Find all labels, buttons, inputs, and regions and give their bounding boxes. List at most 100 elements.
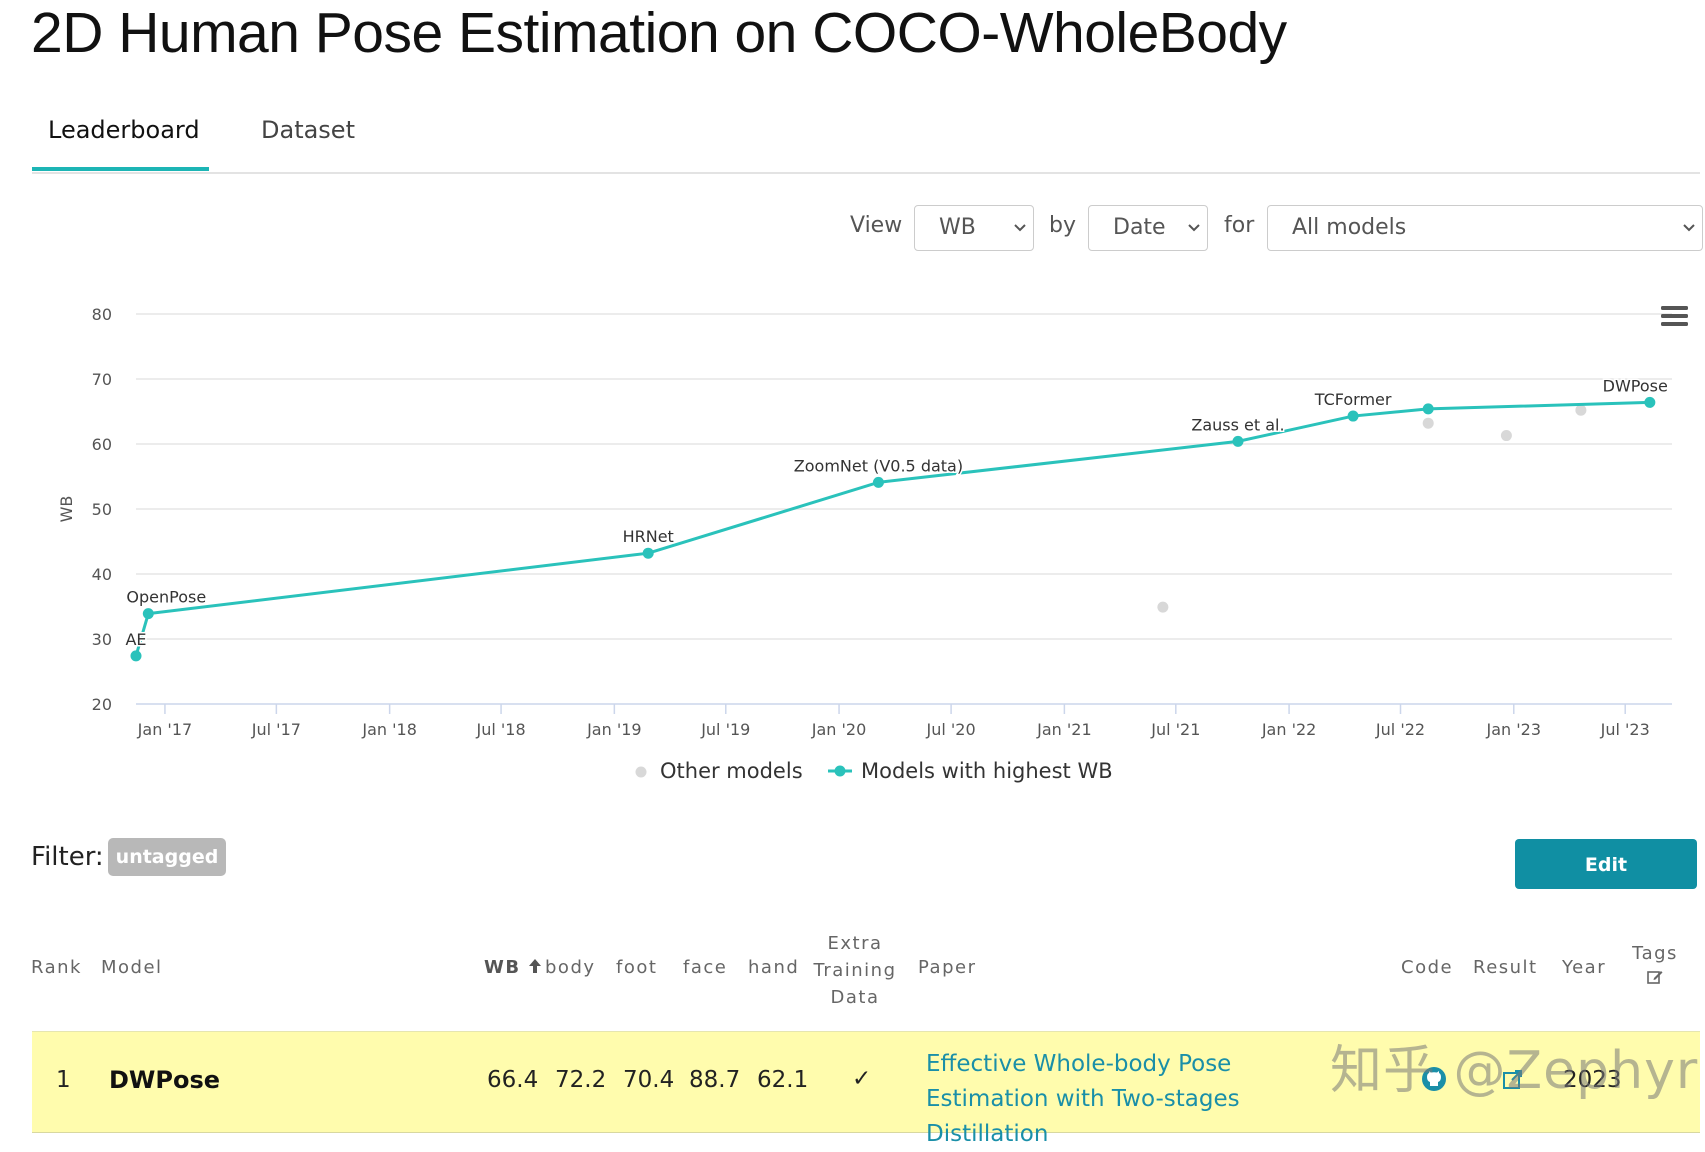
- row-year: 2023: [1563, 1067, 1622, 1093]
- row-face: 88.7: [689, 1067, 741, 1093]
- x-tick-label: Jan '19: [586, 720, 642, 739]
- point-label: ZoomNet (V0.5 data): [794, 456, 963, 475]
- best-model-point: [642, 547, 654, 559]
- for-select[interactable]: All models: [1267, 205, 1703, 251]
- row-body: 72.2: [555, 1067, 607, 1093]
- tab-bar: Leaderboard Dataset: [32, 108, 1700, 174]
- best-model-point: [142, 608, 154, 620]
- row-model[interactable]: DWPose: [109, 1066, 221, 1094]
- x-tick-label: Jul '23: [1600, 720, 1650, 739]
- x-tick-label: Jul '20: [926, 720, 976, 739]
- x-tick-label: Jan '18: [361, 720, 417, 739]
- for-select-value: All models: [1292, 215, 1407, 240]
- tab-leaderboard[interactable]: Leaderboard: [48, 116, 200, 144]
- th-model[interactable]: Model: [101, 957, 163, 978]
- edit-leaderboard-button[interactable]: Edit Leaderboard: [1515, 839, 1697, 926]
- point-label: AE: [125, 630, 146, 649]
- watermark: 知乎 @Zephyr: [1330, 1041, 1699, 1101]
- th-foot[interactable]: foot: [616, 957, 658, 978]
- th-wb-label: WB: [484, 957, 521, 978]
- th-tags: Tags: [1630, 943, 1680, 991]
- active-tab-indicator: [32, 167, 209, 171]
- other-model-point: [1157, 601, 1169, 613]
- th-extra-line3: Data: [830, 987, 880, 1008]
- view-select[interactable]: WB: [914, 205, 1034, 251]
- th-body[interactable]: body: [545, 957, 596, 978]
- other-model-point: [1500, 430, 1512, 442]
- page-title: 2D Human Pose Estimation on COCO-WholeBo…: [31, 1, 1287, 65]
- th-face[interactable]: face: [683, 957, 728, 978]
- by-select-value: Date: [1113, 215, 1166, 240]
- github-icon[interactable]: [1421, 1066, 1447, 1092]
- y-tick-label: 30: [92, 630, 112, 649]
- best-model-point: [1347, 410, 1359, 422]
- y-tick-label: 20: [92, 695, 112, 714]
- for-label: for: [1224, 213, 1255, 238]
- sota-chart: 20 30 40 50 60 70 80 WB Jan '17 Jul '17 Jan '18 Jul…: [57, 305, 1688, 783]
- point-label: TCFormer: [1314, 390, 1392, 409]
- y-tick-label: 50: [92, 500, 112, 519]
- filter-tag-untagged[interactable]: untagged: [108, 838, 226, 876]
- row-foot: 70.4: [623, 1067, 675, 1093]
- x-tick-label: Jul '18: [475, 720, 525, 739]
- chevron-down-icon: [1188, 224, 1200, 232]
- row-rank: 1: [56, 1067, 71, 1093]
- best-model-point: [130, 650, 142, 662]
- x-tick-label: Jan '17: [137, 720, 193, 739]
- point-label: OpenPose: [126, 588, 206, 607]
- y-tick-label: 70: [92, 370, 112, 389]
- other-model-point: [1422, 417, 1434, 429]
- result-link-icon[interactable]: [1501, 1067, 1525, 1091]
- th-extra-line1: Extra: [827, 933, 883, 954]
- th-rank: Rank: [31, 957, 82, 978]
- th-wb[interactable]: WB: [484, 957, 542, 978]
- by-select[interactable]: Date: [1088, 205, 1208, 251]
- point-label: Zauss et al.: [1191, 415, 1284, 434]
- best-model-point: [1422, 403, 1434, 415]
- chevron-down-icon: [1683, 224, 1695, 232]
- tab-dataset[interactable]: Dataset: [261, 116, 355, 144]
- row-extra-data-check: ✓: [852, 1066, 872, 1092]
- x-tick-label: Jul '21: [1150, 720, 1200, 739]
- other-model-point: [1575, 404, 1587, 416]
- x-tick-label: Jan '23: [1486, 720, 1542, 739]
- y-axis-title: WB: [57, 496, 76, 523]
- th-hand[interactable]: hand: [748, 957, 800, 978]
- th-extra-training-data: Extra Training Data: [810, 930, 900, 1011]
- th-tags-label: Tags: [1632, 943, 1678, 964]
- filter-label: Filter:: [31, 842, 104, 872]
- x-tick-label: Jan '20: [811, 720, 867, 739]
- point-label: DWPose: [1603, 376, 1668, 395]
- th-year[interactable]: Year: [1562, 957, 1607, 978]
- legend-other-label: Other models: [660, 759, 803, 783]
- row-hand: 62.1: [757, 1067, 809, 1093]
- edit-tags-icon[interactable]: [1646, 968, 1664, 986]
- chevron-down-icon: [1014, 224, 1026, 232]
- x-tick-label: Jul '22: [1375, 720, 1425, 739]
- row-paper-link[interactable]: Effective Whole-body Pose Estimation wit…: [926, 1051, 1240, 1147]
- legend-best-marker: [834, 765, 846, 777]
- th-paper: Paper: [918, 957, 977, 978]
- sort-arrow-up-icon: [529, 959, 542, 973]
- point-label: HRNet: [623, 527, 674, 546]
- th-extra-line2: Training: [813, 960, 897, 981]
- x-tick-label: Jan '21: [1036, 720, 1092, 739]
- best-model-point: [1232, 435, 1244, 447]
- y-tick-label: 60: [92, 435, 112, 454]
- table-row[interactable]: [32, 1031, 1700, 1133]
- legend-best-label: Models with highest WB: [861, 759, 1113, 783]
- view-select-value: WB: [939, 215, 976, 240]
- best-model-point: [1644, 396, 1656, 408]
- x-tick-label: Jul '19: [700, 720, 750, 739]
- chart-menu-icon[interactable]: [1661, 306, 1688, 326]
- y-tick-label: 40: [92, 565, 112, 584]
- legend-other-marker: [635, 766, 647, 778]
- th-code: Code: [1401, 957, 1454, 978]
- y-tick-label: 80: [92, 305, 112, 324]
- row-wb: 66.4: [487, 1067, 539, 1093]
- best-model-point: [872, 476, 884, 488]
- x-tick-label: Jul '17: [251, 720, 301, 739]
- best-model-line: [134, 400, 1650, 657]
- x-tick-label: Jan '22: [1261, 720, 1317, 739]
- view-label: View: [850, 213, 903, 238]
